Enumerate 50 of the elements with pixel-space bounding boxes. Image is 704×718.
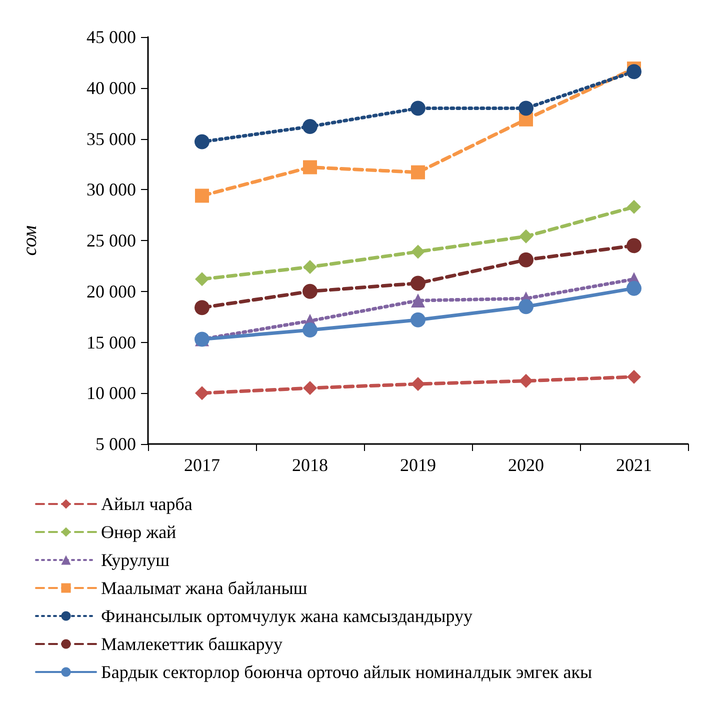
legend-label: Айыл чарба [101,494,192,514]
point [518,299,534,314]
y-axis-title: сом [19,225,41,256]
point [302,119,318,134]
y-tick-label: 15 000 [86,332,136,352]
point [302,284,318,299]
point [518,252,534,268]
point [411,376,425,391]
point [626,238,642,254]
point [303,381,317,396]
x-tick-label: 2017 [184,455,220,475]
y-tick-label: 30 000 [86,180,136,200]
y-tick-label: 45 000 [86,27,136,47]
point [303,260,317,274]
y-tick-label: 20 000 [86,281,136,302]
x-tick-label: 2018 [292,455,328,475]
point [518,100,534,116]
point [194,134,210,150]
point [410,312,426,328]
point [411,165,425,180]
x-tick-label: 2020 [508,455,544,475]
point [411,244,425,259]
point [626,64,642,80]
legend-label: Маалымат жана байланыш [101,578,308,598]
point [195,188,209,203]
point [303,160,317,174]
y-tick-label: 5 000 [96,434,136,454]
point [410,100,426,116]
y-tick-label: 25 000 [86,230,136,250]
point [195,386,209,400]
point [627,370,641,384]
x-tick-label: 2021 [616,455,652,475]
point [626,280,642,296]
point [411,294,425,308]
legend-label: Бардык секторлор боюнча орточо айлык номиналдык эмгек акы [101,662,592,682]
point [519,229,533,244]
point [195,272,209,286]
y-tick-label: 10 000 [86,383,136,404]
x-tick-label: 2019 [400,455,436,475]
legend-label: Мамлекеттик башкаруу [101,634,282,654]
point [519,374,533,388]
y-tick-label: 40 000 [86,78,136,98]
point [302,322,318,338]
legend-label: Курулуш [101,550,170,570]
legend-label: Финансылык ортомчулук жана камсыздандыруу [101,606,473,626]
y-tick-label: 35 000 [86,128,136,149]
point [627,200,641,214]
legend-label: Өнөр жай [101,522,177,542]
point [194,300,210,316]
point [410,276,426,291]
